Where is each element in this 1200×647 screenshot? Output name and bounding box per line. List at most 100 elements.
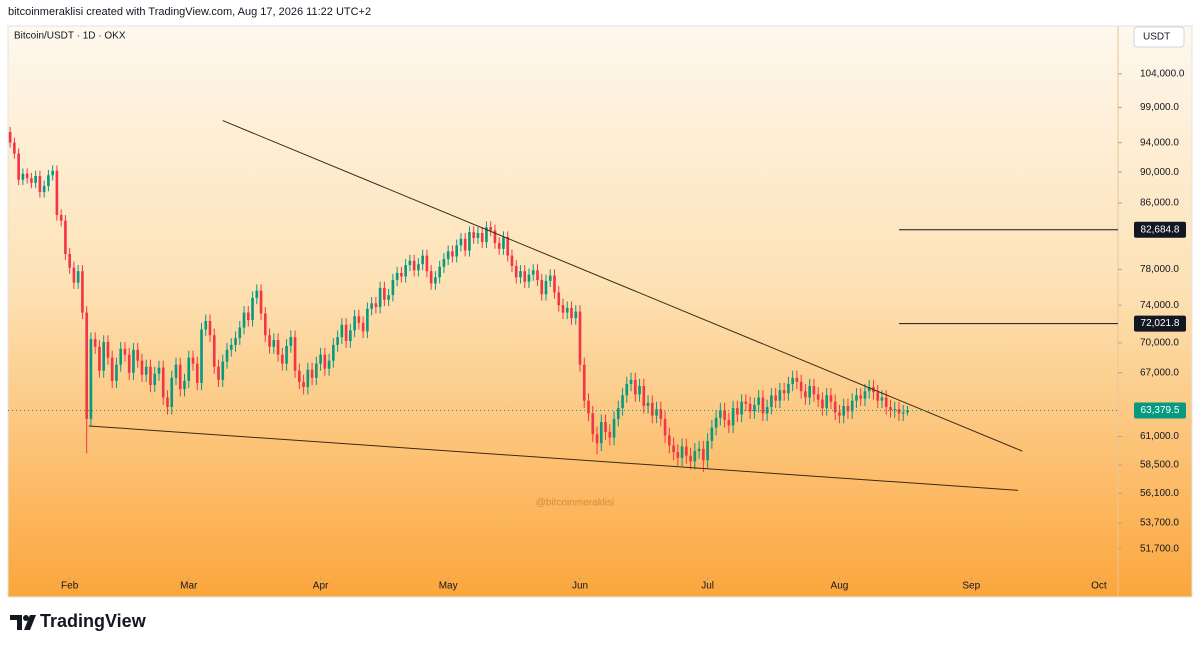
candle-body	[642, 386, 646, 406]
candle-body	[595, 434, 599, 444]
level-label: 72,021.8	[1141, 318, 1180, 329]
candle-body	[72, 267, 76, 283]
candle-body	[25, 173, 29, 179]
candle-body	[64, 220, 67, 254]
candle-body	[493, 230, 497, 243]
candle-body	[842, 405, 846, 416]
candle-body	[395, 272, 399, 280]
candle-body	[17, 153, 20, 180]
candle-body	[736, 408, 739, 415]
candle-body	[765, 407, 769, 414]
candle-body	[136, 349, 140, 361]
candle-body	[221, 361, 225, 380]
candle-body	[723, 410, 726, 420]
candle-body	[629, 379, 633, 384]
candle-body	[825, 395, 828, 409]
y-tick-label: 90,000.0	[1140, 167, 1179, 178]
candle-body	[821, 399, 824, 409]
candle-body	[787, 383, 790, 394]
candle-body	[557, 292, 561, 306]
candle-body	[302, 381, 305, 388]
candle-body	[51, 170, 54, 176]
candle-body	[102, 341, 106, 371]
candle-body	[599, 422, 603, 444]
y-tick-label: 70,000.0	[1140, 338, 1179, 349]
candle-body	[867, 387, 871, 392]
candle-body	[901, 412, 905, 414]
candle-body	[153, 373, 157, 385]
candle-body	[280, 354, 284, 364]
y-tick-label: 67,000.0	[1140, 367, 1179, 378]
footer-brand: TradingView	[40, 611, 147, 631]
candle-body	[859, 395, 863, 399]
currency-label: USDT	[1143, 32, 1170, 43]
candle-body	[183, 380, 186, 390]
y-tick-label: 61,000.0	[1140, 431, 1179, 442]
x-tick-label: Apr	[313, 581, 329, 592]
candle-body	[8, 131, 12, 143]
candle-body	[170, 377, 174, 408]
candle-body	[98, 346, 101, 371]
candle-body	[702, 448, 705, 461]
candle-body	[697, 448, 701, 452]
candle-body	[663, 418, 667, 436]
candle-body	[204, 320, 208, 330]
candle-body	[489, 227, 493, 231]
candle-body	[578, 311, 582, 365]
candle-body	[782, 390, 786, 394]
candle-body	[455, 245, 458, 257]
candle-body	[650, 402, 654, 416]
candle-body	[34, 175, 37, 183]
y-tick-label: 56,100.0	[1140, 488, 1179, 499]
candle-body	[753, 404, 756, 412]
candle-body	[315, 363, 318, 378]
candle-body	[68, 253, 71, 268]
y-tick-label: 94,000.0	[1140, 137, 1179, 148]
candle-body	[893, 409, 897, 411]
candle-body	[127, 354, 131, 373]
candle-body	[672, 445, 675, 453]
candle-body	[123, 348, 127, 355]
candle-body	[340, 324, 344, 338]
y-tick-label: 51,700.0	[1140, 544, 1179, 555]
candle-body	[846, 405, 850, 412]
candle-body	[446, 251, 450, 260]
candle-body	[89, 339, 93, 419]
candle-body	[451, 251, 454, 257]
candle-body	[744, 401, 748, 404]
candle-body	[476, 232, 480, 238]
candle-body	[621, 395, 624, 409]
candle-body	[374, 303, 378, 308]
candle-body	[178, 364, 182, 390]
candle-body	[646, 402, 650, 406]
candle-body	[353, 316, 356, 331]
candle-body	[719, 410, 722, 418]
candle-body	[685, 446, 688, 456]
candle-body	[242, 312, 246, 328]
candle-body	[876, 392, 880, 401]
candle-body	[412, 260, 416, 271]
candle-body	[144, 366, 148, 375]
y-tick-label: 86,000.0	[1140, 198, 1179, 209]
candle-body	[21, 173, 25, 180]
candle-body	[289, 337, 293, 346]
candle-body	[633, 379, 637, 395]
candle-body	[510, 255, 514, 266]
candle-body	[417, 264, 420, 271]
currency-box	[1133, 26, 1185, 48]
candle-body	[276, 340, 280, 355]
candle-body	[574, 311, 578, 319]
candle-body	[884, 397, 888, 408]
candle-body	[140, 360, 144, 375]
candle-body	[676, 452, 680, 458]
level-label-box	[1134, 221, 1186, 238]
candle-body	[115, 364, 118, 381]
candle-body	[897, 409, 901, 414]
candle-body	[799, 381, 803, 392]
watermark: @bitcoinmeraklisi	[536, 498, 615, 509]
candle-body	[804, 391, 807, 398]
candle-body	[434, 277, 437, 284]
candle-body	[565, 307, 569, 313]
y-tick-label: 58,500.0	[1140, 460, 1179, 471]
candle-body	[255, 290, 259, 298]
